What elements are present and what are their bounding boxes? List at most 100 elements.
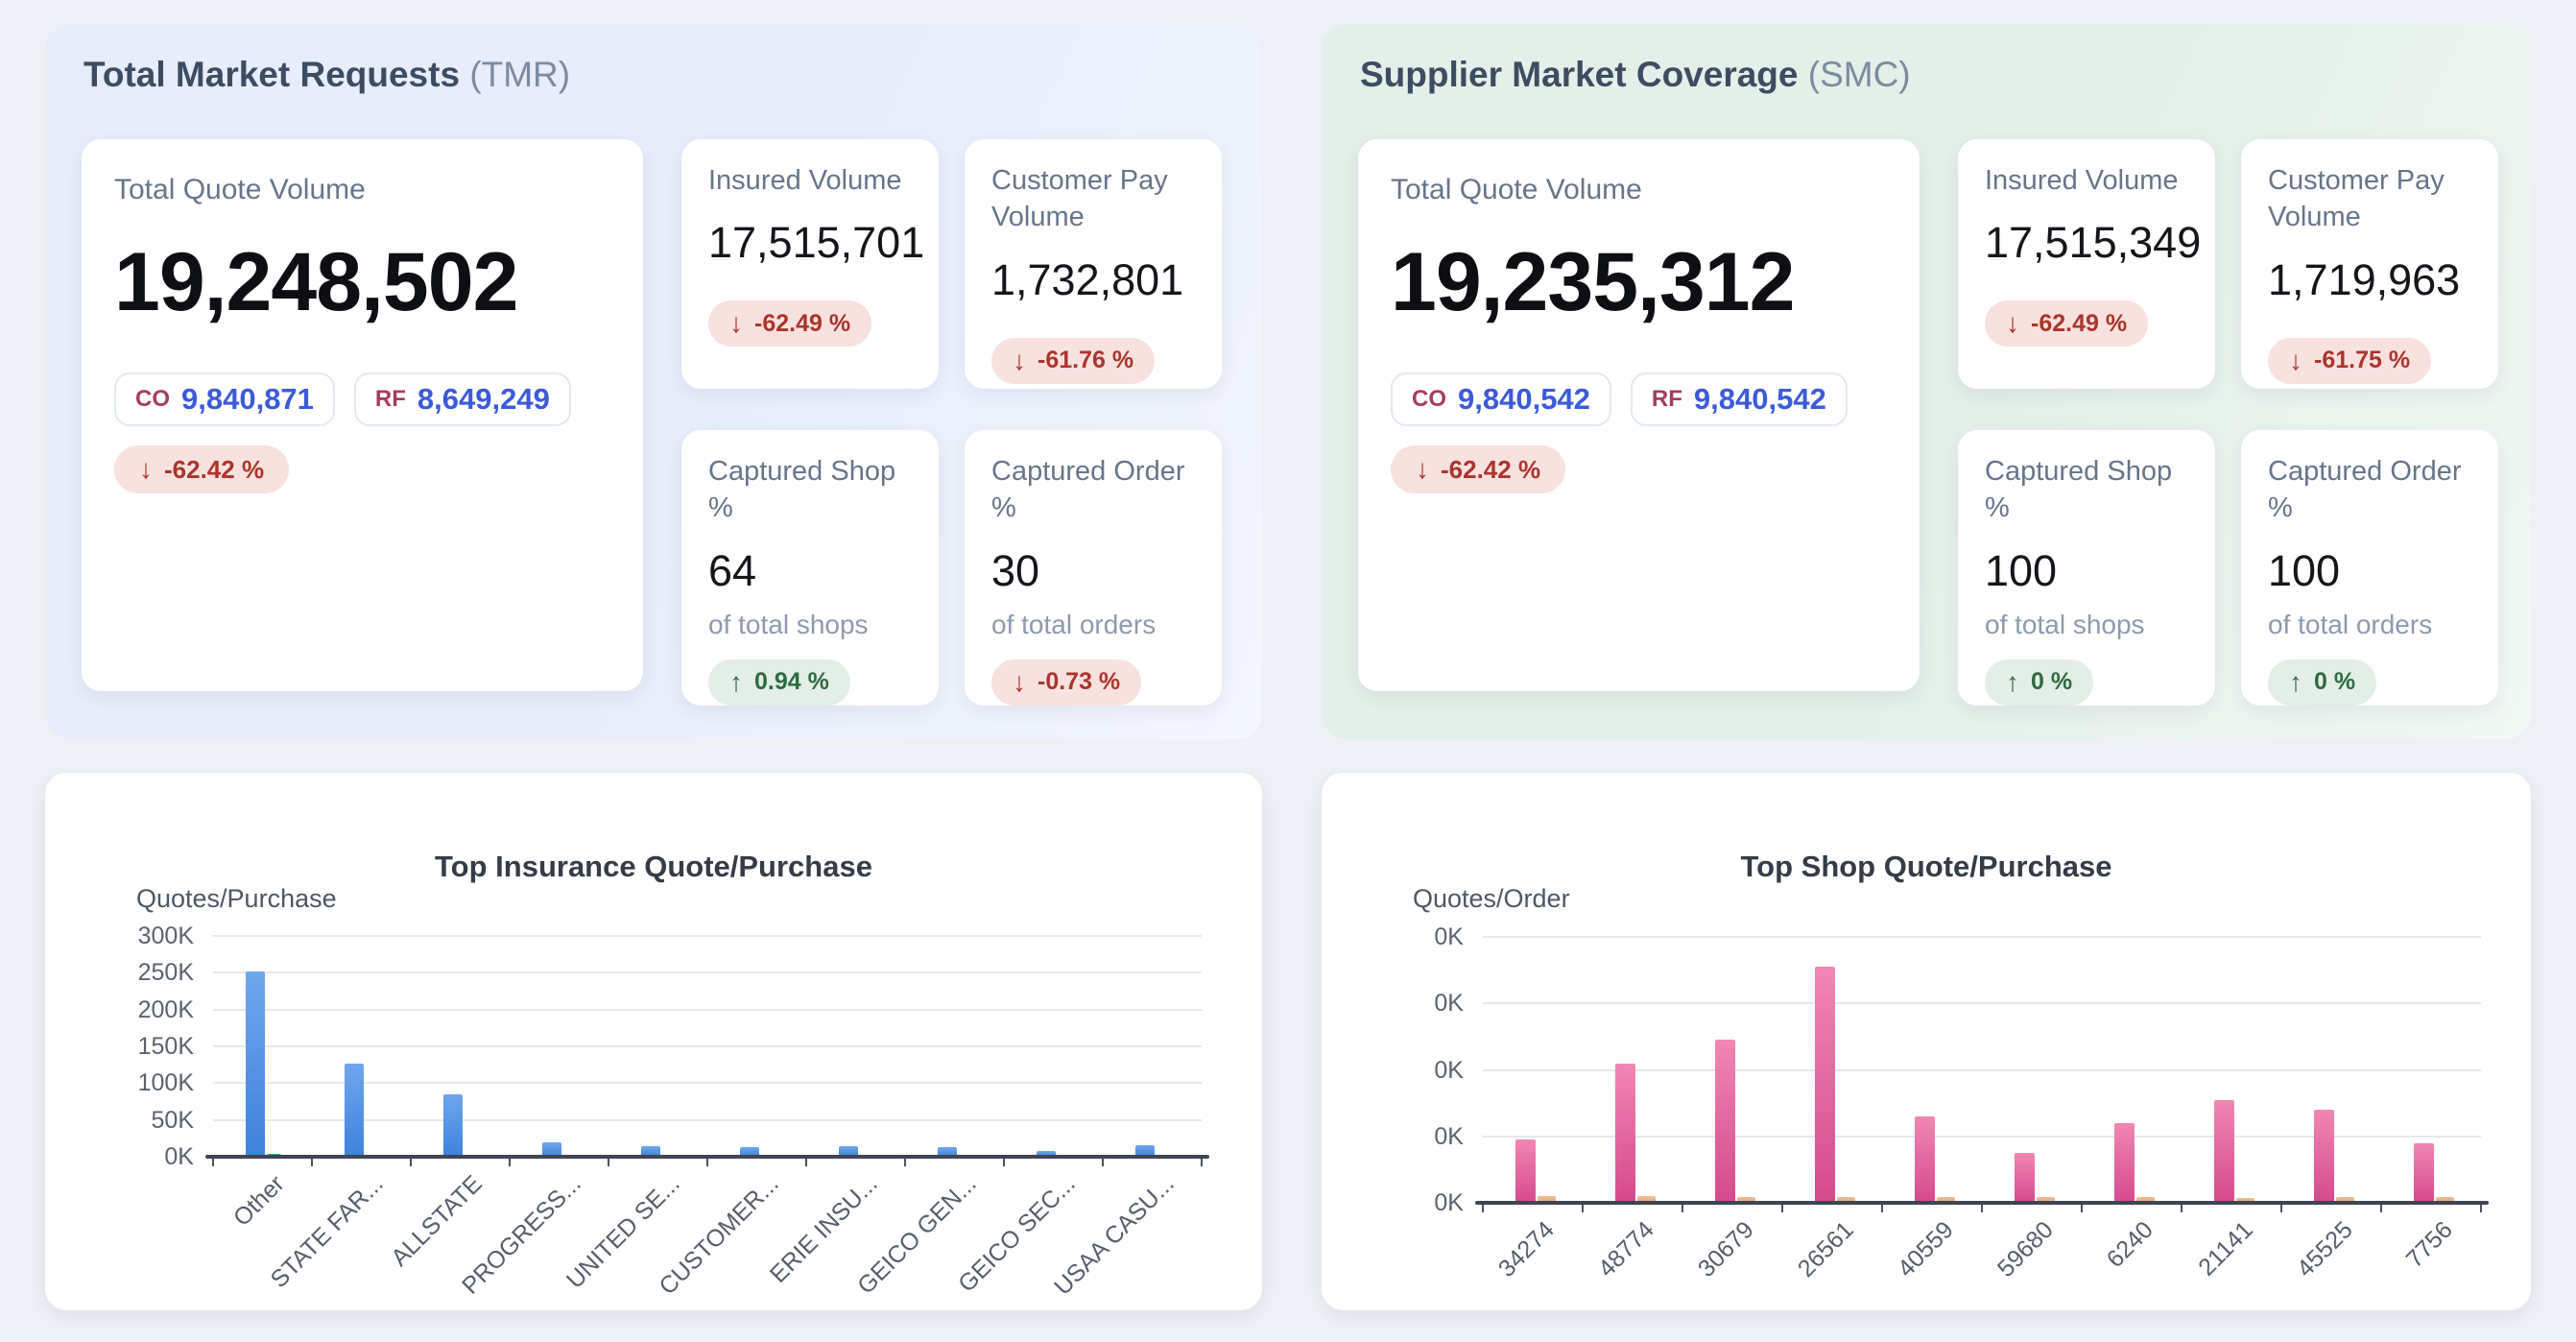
x-axis-tick xyxy=(311,1157,313,1166)
x-axis-tick xyxy=(608,1157,609,1166)
arrow-up-icon: ↑ xyxy=(2289,666,2302,697)
x-axis-tick xyxy=(904,1157,906,1166)
x-axis-tick xyxy=(1482,1203,1484,1212)
bar-quotes[interactable] xyxy=(1915,1115,1935,1203)
customer-pay-volume-card: Customer Pay Volume 1,719,963 ↓ -61.75 % xyxy=(2241,139,2498,389)
card-label: Insured Volume xyxy=(1985,165,2179,196)
tmr-panel: Total Market Requests (TMR) Total Quote … xyxy=(45,24,1262,739)
delta-text: -61.75 % xyxy=(2314,347,2411,374)
insured-volume-card: Insured Volume 17,515,701 ↓ -62.49 % xyxy=(681,139,939,389)
bar-orders[interactable] xyxy=(1737,1196,1755,1203)
bar-orders[interactable] xyxy=(1637,1196,1656,1203)
bar-quotes[interactable] xyxy=(541,1142,561,1157)
x-axis-tick xyxy=(1881,1203,1883,1212)
y-tick-label: 0K xyxy=(1434,1056,1464,1084)
bar-quotes[interactable] xyxy=(1815,967,1835,1203)
co-tag: CO xyxy=(1412,386,1446,412)
delta-badge: ↑ 0 % xyxy=(2268,659,2377,706)
co-badge: CO 9,840,542 xyxy=(1391,372,1611,426)
bar-quotes[interactable] xyxy=(838,1146,858,1157)
delta-text: -62.42 % xyxy=(164,454,265,484)
x-axis-tick xyxy=(706,1157,708,1166)
bar-quotes[interactable] xyxy=(1036,1150,1056,1157)
bar-orders[interactable] xyxy=(2236,1198,2254,1203)
bar-orders[interactable] xyxy=(2037,1197,2055,1203)
arrow-down-icon: ↓ xyxy=(2289,345,2302,375)
y-tick-label: 250K xyxy=(137,959,194,987)
co-value: 9,840,542 xyxy=(1458,382,1590,416)
bar-orders[interactable] xyxy=(2436,1197,2454,1203)
delta-badge: ↑ 0.94 % xyxy=(708,659,850,706)
bar-orders[interactable] xyxy=(1937,1196,1955,1203)
card-label: Total Quote Volume xyxy=(114,174,366,205)
co-badge: CO 9,840,871 xyxy=(114,372,335,426)
bar-quotes[interactable] xyxy=(442,1093,463,1157)
y-tick-label: 200K xyxy=(137,995,194,1023)
y-tick-label: 50K xyxy=(151,1106,194,1134)
card-subtext: of total orders xyxy=(2268,609,2433,639)
captured-order-card: Captured Order % 30 of total orders ↓ -0… xyxy=(965,430,1222,706)
x-axis-tick xyxy=(805,1157,807,1166)
badge-row: CO 9,840,871 RF 8,649,249 xyxy=(114,372,610,426)
delta-text: 0.94 % xyxy=(754,668,829,696)
smc-panel: Supplier Market Coverage (SMC) Total Quo… xyxy=(1322,24,2531,739)
bar-quotes[interactable] xyxy=(937,1147,957,1157)
y-tick-label: 0K xyxy=(1434,1189,1464,1216)
gridline xyxy=(213,1082,1202,1085)
arrow-up-icon: ↑ xyxy=(729,666,743,697)
bar-quotes[interactable] xyxy=(2214,1099,2234,1203)
delta-badge: ↓ -62.42 % xyxy=(1391,445,1566,493)
captured-shop-card: Captured Shop % 100 of total shops ↑ 0 % xyxy=(1958,430,2215,706)
x-axis-tick xyxy=(2181,1203,2182,1212)
bar-quotes[interactable] xyxy=(640,1145,660,1157)
x-axis-tick xyxy=(1102,1157,1104,1166)
y-axis-name: Quotes/Order xyxy=(1413,884,1570,913)
bar-orders[interactable] xyxy=(1837,1196,1855,1203)
bar-quotes[interactable] xyxy=(2314,1110,2334,1203)
customer-pay-volume-card: Customer Pay Volume 1,732,801 ↓ -61.76 % xyxy=(965,139,1222,389)
bar-quotes[interactable] xyxy=(2414,1142,2434,1203)
captured-shop-card: Captured Shop % 64 of total shops ↑ 0.94… xyxy=(681,430,939,706)
shop-chart-plot: 0K 0K 0K 0K 0K 34274 48774 30679 26561 40559 59680… xyxy=(1322,773,2531,1310)
bar-quotes[interactable] xyxy=(1134,1144,1155,1157)
delta-badge: ↓ -0.73 % xyxy=(991,659,1142,706)
bar-quotes[interactable] xyxy=(1515,1139,1536,1203)
bar-quotes[interactable] xyxy=(1715,1040,1735,1203)
card-value: 100 xyxy=(2268,545,2341,595)
badge-row: CO 9,840,542 RF 9,840,542 xyxy=(1391,372,1887,426)
card-subtext: of total shops xyxy=(708,609,869,639)
gridline xyxy=(213,935,1202,937)
delta-badge: ↓ -62.49 % xyxy=(708,300,872,347)
bar-quotes[interactable] xyxy=(739,1147,759,1157)
card-label: Customer Pay Volume xyxy=(991,165,1168,233)
card-label: Captured Order % xyxy=(991,456,1185,524)
gridline xyxy=(1483,1068,2481,1071)
bar-orders[interactable] xyxy=(1538,1196,1556,1203)
bar-orders[interactable] xyxy=(2336,1197,2354,1203)
x-axis-tick xyxy=(2380,1203,2382,1212)
x-axis-tick xyxy=(1981,1203,1983,1212)
x-axis-tick xyxy=(1201,1157,1203,1166)
x-axis-tick xyxy=(2480,1203,2482,1212)
bar-quotes[interactable] xyxy=(245,971,265,1157)
delta-text: -62.49 % xyxy=(754,309,851,337)
bar-quotes[interactable] xyxy=(2015,1153,2035,1203)
card-value: 1,719,963 xyxy=(2268,254,2461,304)
card-label: Total Quote Volume xyxy=(1391,174,1642,205)
arrow-down-icon: ↓ xyxy=(1416,454,1429,484)
x-axis-tick xyxy=(1003,1157,1005,1166)
card-label: Captured Shop % xyxy=(708,456,896,524)
bar-quotes[interactable] xyxy=(1615,1063,1635,1203)
bar-quotes[interactable] xyxy=(344,1064,364,1157)
bar-quotes[interactable] xyxy=(2114,1122,2135,1203)
card-subtext: of total shops xyxy=(1985,609,2145,639)
rf-tag: RF xyxy=(374,386,406,412)
insured-volume-card: Insured Volume 17,515,349 ↓ -62.49 % xyxy=(1958,139,2215,389)
y-tick-label: 0K xyxy=(1434,990,1464,1018)
card-value: 64 xyxy=(708,545,757,595)
bar-orders[interactable] xyxy=(2136,1196,2155,1203)
x-axis-tick xyxy=(1682,1203,1683,1212)
card-value: 17,515,349 xyxy=(1985,218,2202,268)
card-value: 1,732,801 xyxy=(991,254,1184,304)
y-tick-label: 0K xyxy=(1434,1122,1464,1150)
